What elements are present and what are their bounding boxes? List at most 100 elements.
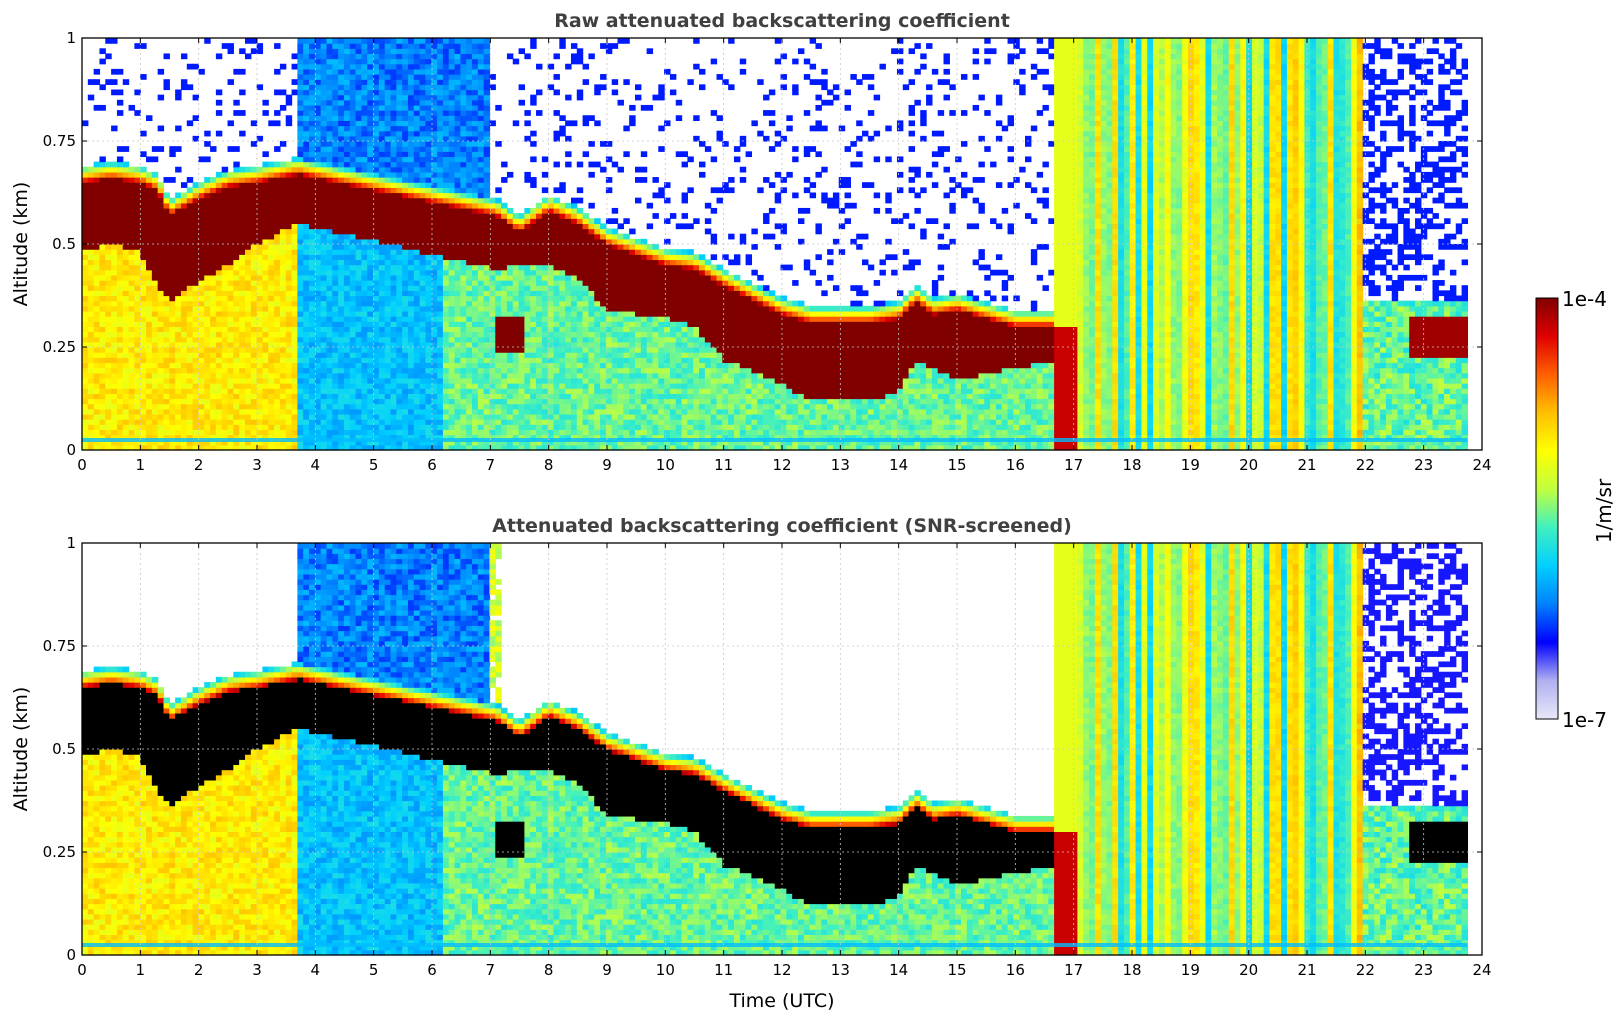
- heat-cell: [321, 368, 327, 374]
- heat-cell: [315, 311, 321, 317]
- heat-cell: [257, 424, 263, 430]
- heat-cell: [123, 373, 129, 379]
- heat-cell: [245, 301, 251, 307]
- heat-cell: [245, 388, 251, 394]
- heat-cell: [140, 177, 146, 183]
- heat-cell: [257, 84, 263, 90]
- heat-cell: [228, 321, 234, 327]
- heat-cell: [129, 280, 135, 286]
- heat-cell: [169, 208, 175, 214]
- heat-cell: [332, 110, 338, 116]
- heat-cell: [326, 399, 332, 405]
- heat-cell: [338, 43, 344, 49]
- heat-cell: [350, 84, 356, 90]
- heat-cell: [274, 265, 280, 271]
- heat-cell: [198, 259, 204, 265]
- heat-cell: [193, 280, 199, 286]
- heat-cell: [152, 249, 158, 255]
- heat-cell: [286, 424, 292, 430]
- heat-cell: [94, 275, 100, 281]
- heat-cell: [332, 414, 338, 420]
- heat-cell: [251, 362, 257, 368]
- heat-cell: [216, 373, 222, 379]
- heat-cell: [286, 399, 292, 405]
- heat-cell: [117, 301, 123, 307]
- heat-cell: [251, 326, 257, 332]
- heat-cell: [129, 213, 135, 219]
- heat-cell: [356, 265, 362, 271]
- heat-cell: [152, 378, 158, 384]
- heat-cell: [268, 280, 274, 286]
- heat-cell: [187, 208, 193, 214]
- heat-cell: [268, 218, 274, 224]
- heat-cell: [286, 414, 292, 420]
- heat-cell: [245, 229, 251, 235]
- heat-cell: [146, 223, 152, 229]
- heat-cell: [82, 208, 88, 214]
- heat-cell: [222, 362, 228, 368]
- heat-cell: [315, 167, 321, 173]
- heat-cell: [321, 393, 327, 399]
- heat-cell: [152, 414, 158, 420]
- heat-cell: [111, 90, 117, 96]
- heat-cell: [321, 316, 327, 322]
- heat-cell: [268, 120, 274, 126]
- heat-cell: [350, 95, 356, 101]
- heat-cell: [146, 414, 152, 420]
- heat-cell: [338, 95, 344, 101]
- heat-cell: [262, 409, 268, 415]
- heat-cell: [326, 38, 332, 44]
- heat-cell: [204, 38, 210, 44]
- heat-cell: [129, 332, 135, 338]
- heat-cell: [338, 249, 344, 255]
- heat-cell: [309, 357, 315, 363]
- heat-cell: [146, 321, 152, 327]
- heat-cell: [233, 326, 239, 332]
- heat-cell: [169, 311, 175, 317]
- heat-cell: [292, 265, 298, 271]
- heat-cell: [111, 79, 117, 85]
- heat-cell: [274, 306, 280, 312]
- heat-cell: [344, 156, 350, 162]
- heat-cell: [204, 177, 210, 183]
- heat-cell: [204, 316, 210, 322]
- heat-cell: [274, 357, 280, 363]
- heat-cell: [350, 131, 356, 137]
- heat-cell: [111, 244, 117, 250]
- heat-cell: [169, 429, 175, 435]
- heat-cell: [344, 424, 350, 430]
- heat-cell: [187, 234, 193, 240]
- heat-cell: [326, 193, 332, 199]
- heat-cell: [292, 424, 298, 430]
- heat-cell: [164, 429, 170, 435]
- heat-cell: [117, 424, 123, 430]
- heat-cell: [117, 198, 123, 204]
- heat-cell: [350, 244, 356, 250]
- heat-cell: [146, 347, 152, 353]
- heat-cell: [216, 249, 222, 255]
- heat-cell: [198, 383, 204, 389]
- heat-cell: [193, 424, 199, 430]
- panel-title-raw: Raw attenuated backscattering coefficien…: [554, 10, 1010, 32]
- heat-cell: [88, 244, 94, 250]
- heat-cell: [82, 393, 88, 399]
- heat-cell: [303, 259, 309, 265]
- heat-cell: [164, 332, 170, 338]
- heat-cell: [356, 69, 362, 75]
- heat-cell: [245, 362, 251, 368]
- heat-cell: [187, 187, 193, 193]
- heat-cell: [280, 414, 286, 420]
- heat-cell: [94, 399, 100, 405]
- heat-cell: [216, 187, 222, 193]
- heat-cell: [239, 311, 245, 317]
- heat-cell: [268, 177, 274, 183]
- heat-cell: [158, 259, 164, 265]
- heat-cell: [99, 105, 105, 111]
- heat-cell: [134, 388, 140, 394]
- heat-cell: [181, 229, 187, 235]
- heat-cell: [309, 131, 315, 137]
- heat-cell: [129, 393, 135, 399]
- heat-cell: [187, 84, 193, 90]
- heat-cell: [193, 115, 199, 121]
- heat-cell: [187, 244, 193, 250]
